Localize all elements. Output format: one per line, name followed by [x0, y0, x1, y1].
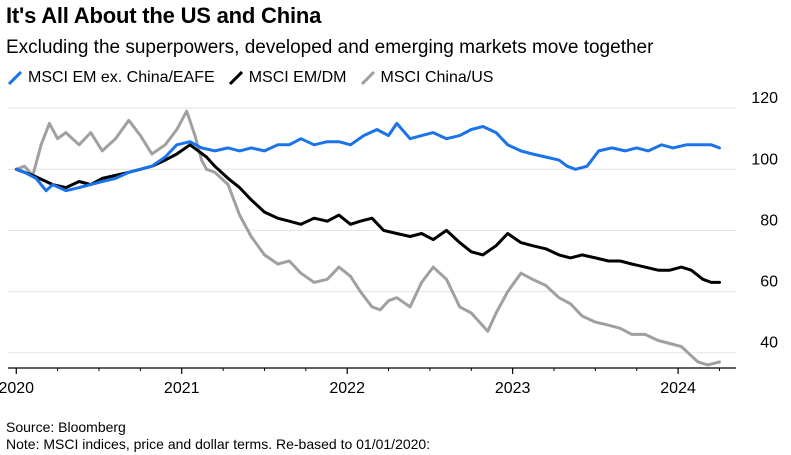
legend-swatch-em-ex-china	[8, 71, 22, 85]
legend-item-china-us: MSCI China/US	[360, 69, 494, 87]
x-tick-label-2024: 2024	[660, 380, 696, 397]
series-line-1	[14, 143, 721, 284]
series-line-0	[14, 121, 721, 193]
x-tick-label-2021: 2021	[164, 380, 200, 397]
source-note: Source: Bloomberg	[6, 419, 126, 435]
legend-item-em-ex-china: MSCI EM ex. China/EAFE	[8, 69, 215, 87]
chart-title: It's All About the US and China	[6, 3, 322, 28]
x-tick-label-2020: 2020	[0, 380, 34, 397]
legend-swatch-em-dm	[228, 71, 243, 85]
y-tick-label-60: 60	[760, 274, 778, 291]
line-chart: 2020 2021 2022 2023 2024 40 60 80 100 120	[0, 90, 778, 397]
legend-swatch-china-us	[360, 71, 375, 85]
legend-label-em-dm: MSCI EM/DM	[248, 69, 347, 86]
legend-label-china-us: MSCI China/US	[380, 69, 494, 86]
x-tick-label-2022: 2022	[329, 380, 365, 397]
chart-footer: Source: Bloomberg Note: MSCI indices, pr…	[6, 419, 430, 453]
y-tick-label-80: 80	[760, 212, 778, 229]
y-tick-label-100: 100	[751, 151, 778, 168]
legend-label-em-ex-china: MSCI EM ex. China/EAFE	[28, 69, 215, 86]
grid-lines	[8, 107, 736, 354]
chart-subtitle: Excluding the superpowers, developed and…	[6, 37, 654, 58]
method-note: Note: MSCI indices, price and dollar ter…	[6, 436, 431, 452]
y-tick-label-40: 40	[760, 335, 778, 352]
chart-legend: MSCI EM ex. China/EAFE MSCI EM/DM MSCI C…	[8, 69, 507, 87]
x-tick-label-2023: 2023	[495, 380, 531, 397]
series-lines	[14, 109, 721, 367]
x-axis: 2020 2021 2022 2023 2024	[0, 367, 736, 397]
y-tick-label-120: 120	[751, 90, 778, 107]
y-axis-ticks: 40 60 80 100 120	[751, 90, 778, 352]
legend-item-em-dm: MSCI EM/DM	[228, 69, 347, 87]
series-line-2	[14, 109, 721, 367]
